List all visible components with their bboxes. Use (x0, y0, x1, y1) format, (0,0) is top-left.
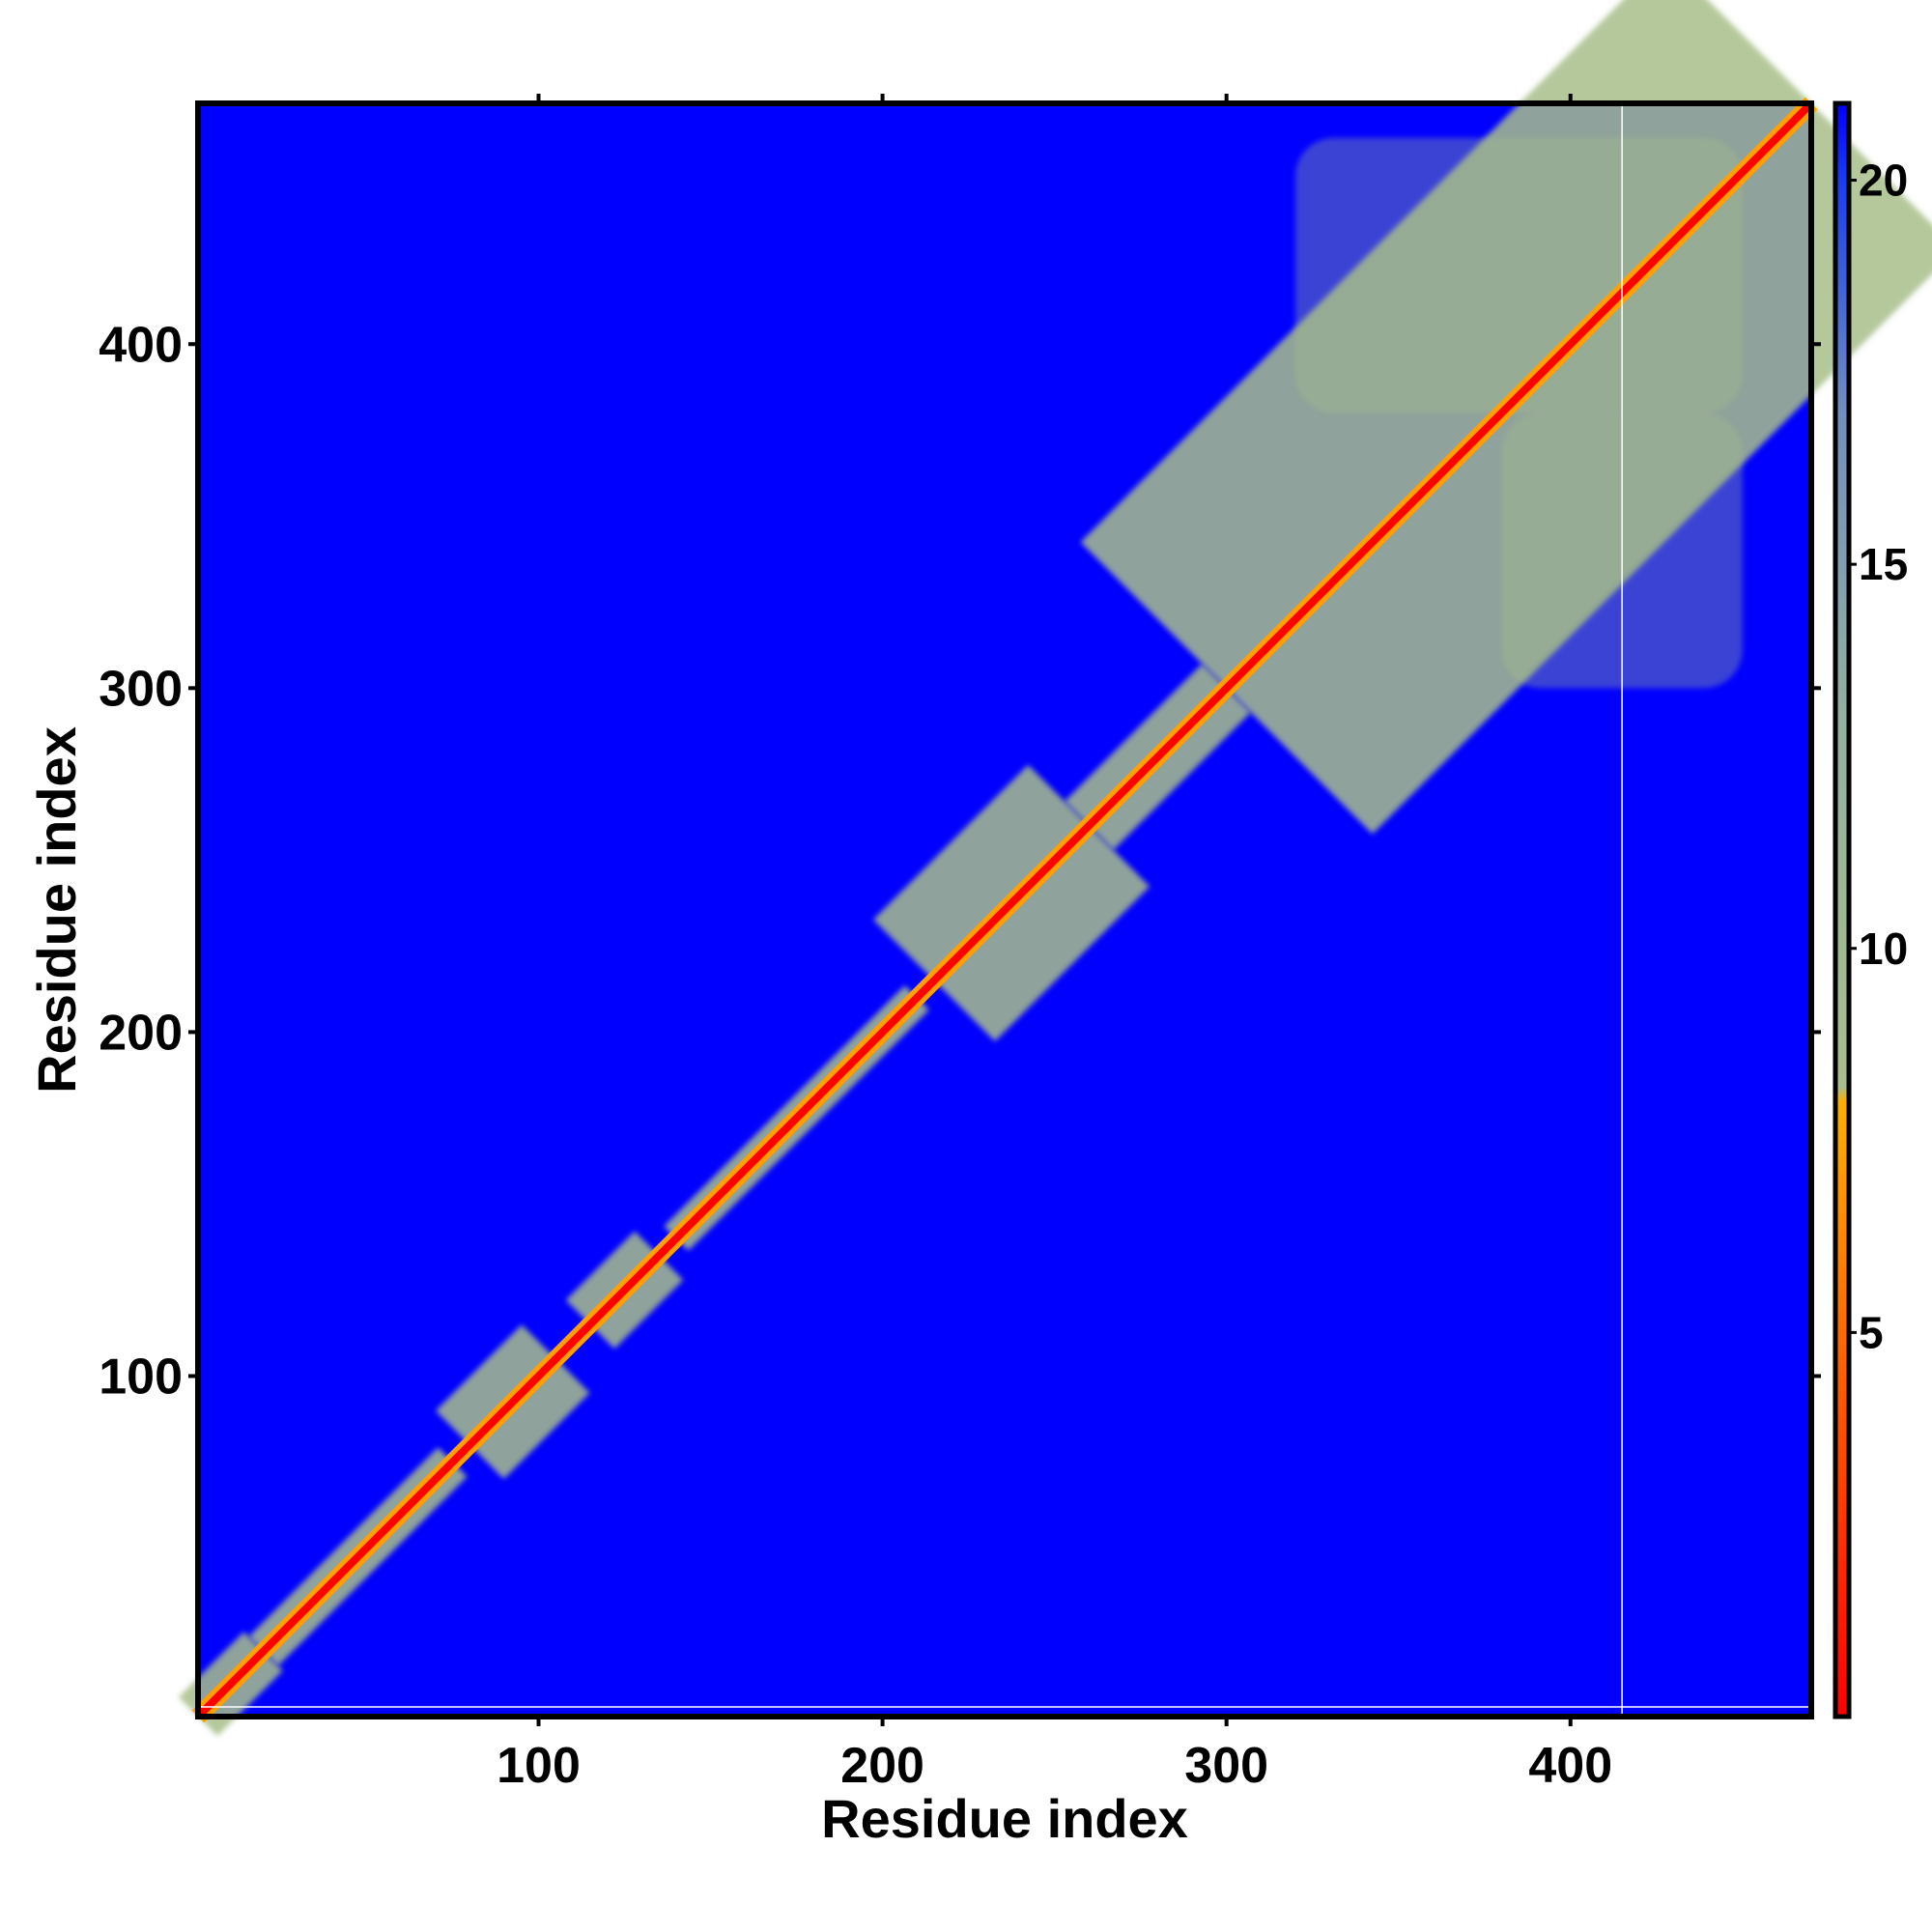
colorbar-tick-label: 15 (1859, 539, 1908, 589)
x-axis-ticks: 100 200 300 400 (497, 94, 1612, 1794)
heatmap-plot (178, 0, 1932, 1737)
y-tick-label: 100 (99, 1349, 183, 1405)
x-tick-label: 200 (840, 1738, 924, 1794)
colorbar-tick-label: 5 (1859, 1307, 1884, 1357)
contact-region (1294, 137, 1743, 413)
diagonal-band (191, 97, 1818, 1723)
colorbar-gradient (1833, 100, 1852, 1719)
y-axis-title: Residue index (26, 726, 87, 1094)
y-tick-label: 200 (99, 1005, 183, 1061)
plot-frame (195, 100, 1814, 1719)
colorbar: 5 10 15 20 (1833, 100, 1908, 1719)
colorbar-ticks: 5 10 15 20 (1849, 156, 1908, 1357)
diagonal-core (195, 100, 1814, 1719)
colorbar-tick-label: 10 (1859, 923, 1908, 974)
y-tick-label: 300 (99, 661, 183, 717)
y-axis-ticks: 100 200 300 400 (99, 317, 1821, 1405)
x-axis-title: Residue index (821, 1788, 1188, 1849)
y-tick-label: 400 (99, 317, 183, 373)
x-tick-label: 100 (497, 1738, 581, 1794)
colorbar-tick-label: 20 (1859, 156, 1908, 206)
x-tick-label: 300 (1184, 1738, 1268, 1794)
x-tick-label: 400 (1528, 1738, 1612, 1794)
